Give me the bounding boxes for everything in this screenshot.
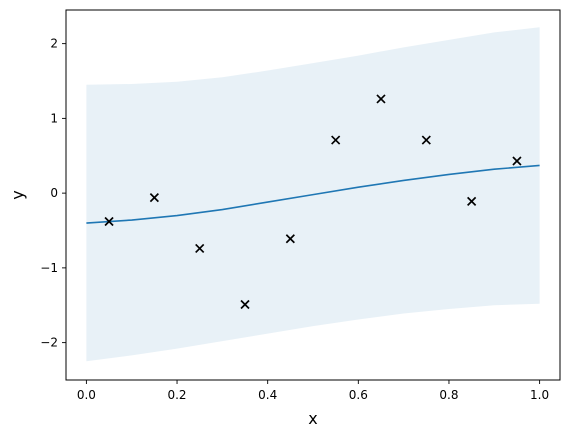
data-point-stroke [331, 135, 341, 145]
x-axis-label: x [308, 409, 317, 428]
y-tick-label: −2 [40, 336, 58, 350]
data-point [104, 216, 114, 227]
x-tick-label: 0.6 [349, 388, 368, 402]
axes-frame [65, 9, 561, 381]
data-point-stroke [149, 193, 159, 203]
data-point-stroke [240, 299, 250, 310]
mean-line [86, 164, 540, 224]
y-tick-label: 2 [50, 37, 58, 51]
data-point-stroke [104, 216, 114, 227]
x-tick-label: 0.0 [77, 388, 96, 402]
data-point-stroke [285, 234, 295, 244]
y-tick-label: 0 [50, 186, 58, 200]
data-point-stroke [376, 94, 386, 104]
data-point [331, 135, 341, 145]
data-point-stroke [421, 135, 431, 145]
x-tick-label: 0.4 [258, 388, 277, 402]
data-point [376, 94, 386, 104]
axis-ticks: 0.0 0.2 0.4 0.6 0.8 1.0 −2 −1 0 1 2 [40, 37, 549, 402]
data-point [240, 299, 250, 310]
x-tick-label: 0.8 [439, 388, 458, 402]
data-point [467, 196, 477, 206]
y-tick-label: 1 [50, 111, 58, 125]
data-point-stroke [512, 156, 522, 166]
data-point [285, 234, 295, 244]
y-tick-label: −1 [40, 261, 58, 275]
data-point [512, 156, 522, 166]
x-tick-label: 1.0 [530, 388, 549, 402]
data-point-stroke [467, 196, 477, 206]
data-point-stroke [195, 243, 205, 254]
plot-area [86, 27, 540, 362]
x-tick-label: 0.2 [167, 388, 186, 402]
data-point [195, 243, 205, 254]
y-axis-label: y [8, 190, 27, 199]
data-point [421, 135, 431, 145]
data-point [149, 193, 159, 203]
